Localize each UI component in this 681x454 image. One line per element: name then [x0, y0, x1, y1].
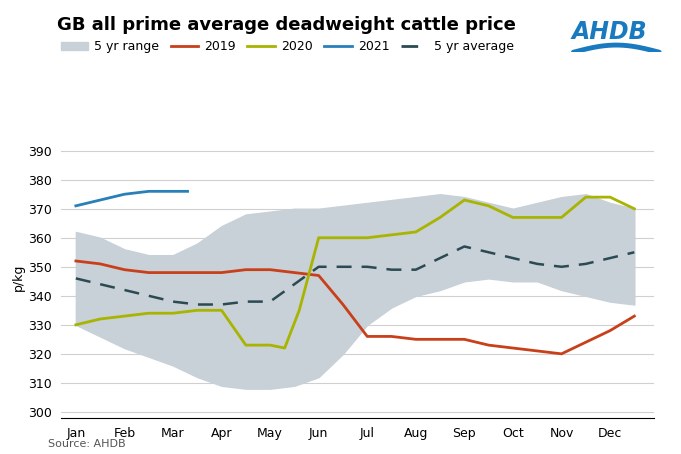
Text: GB all prime average deadweight cattle price: GB all prime average deadweight cattle p…: [57, 16, 516, 34]
Text: Source: AHDB: Source: AHDB: [48, 439, 125, 449]
Legend: 5 yr range, 2019, 2020, 2021, 5 yr average: 5 yr range, 2019, 2020, 2021, 5 yr avera…: [56, 35, 520, 59]
Y-axis label: p/kg: p/kg: [12, 263, 25, 291]
Text: AHDB: AHDB: [571, 20, 648, 44]
